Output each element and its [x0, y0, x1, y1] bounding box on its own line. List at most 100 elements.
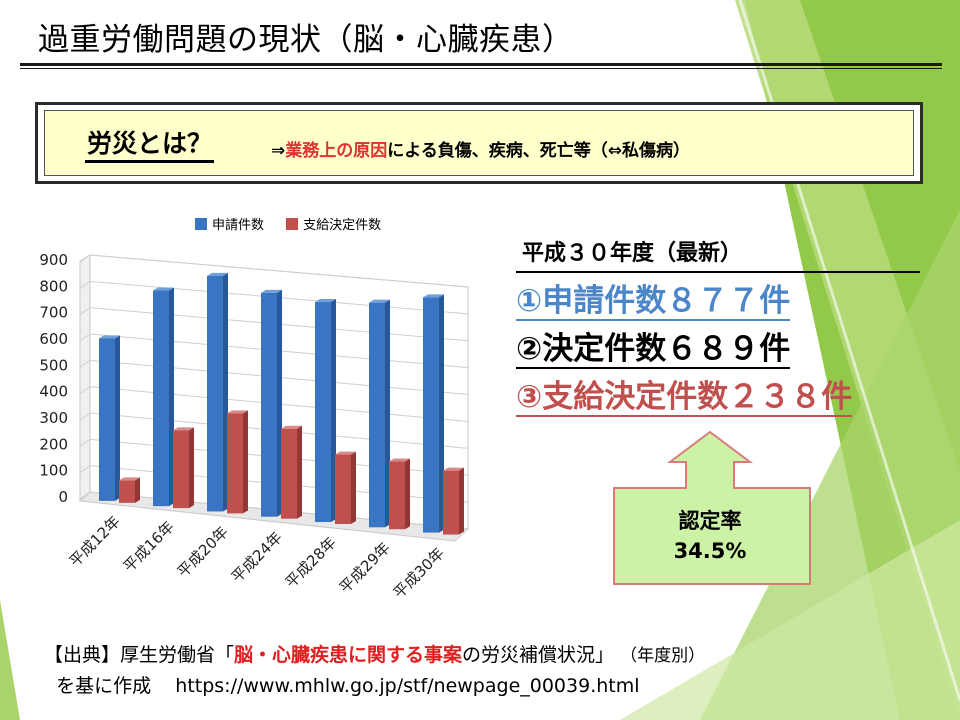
- bar-side: [169, 287, 174, 507]
- bar: [207, 275, 223, 512]
- bar-top: [207, 272, 228, 276]
- stats-panel: 平成３０年度（最新） ①申請件数８７７件 ②決定件数６８９件 ③支給決定件数２３…: [516, 235, 920, 417]
- source-highlight: 脳・心臓疾患に関する事案: [234, 644, 463, 666]
- bar-top: [443, 467, 464, 471]
- bar: [423, 297, 439, 533]
- bar-top: [227, 410, 248, 414]
- bar-top: [315, 299, 336, 303]
- bar: [119, 480, 135, 503]
- bar: [261, 292, 277, 517]
- legend-swatch-approved: [286, 218, 299, 230]
- chart-side-wall: [79, 254, 91, 503]
- title-divider: [20, 63, 942, 66]
- source-line-1: 【出典】厚生労働省「脳・心臓疾患に関する事案の労災補償状況」 （年度別）: [44, 640, 705, 671]
- x-tick-label: 平成29年: [336, 539, 394, 597]
- y-tick-label: 500: [39, 356, 68, 374]
- approval-rate: 認定率 34.5%: [612, 496, 808, 566]
- bar-side: [135, 477, 140, 503]
- bar-chart: 0100200300400500600700800900平成12年平成16年平成…: [39, 251, 470, 602]
- bar-side: [385, 299, 390, 528]
- bar: [281, 428, 297, 519]
- legend-label-approved: 支給決定件数: [303, 218, 382, 233]
- bar-side: [277, 289, 282, 517]
- gridline-side: [79, 412, 91, 421]
- bar-side: [331, 299, 336, 523]
- bar-side: [439, 294, 444, 533]
- legend-label-applications: 申請件数: [212, 218, 265, 233]
- definition-label: 労災とは？: [85, 129, 215, 163]
- bar-side: [351, 451, 356, 524]
- y-tick-label: 100: [39, 462, 68, 480]
- x-tick-label: 平成28年: [282, 533, 340, 591]
- y-tick-label: 200: [39, 435, 68, 453]
- x-tick-label: 平成30年: [390, 544, 448, 602]
- bar-top: [389, 458, 410, 462]
- definition-rest: による負傷、疾病、死亡等（⇔私傷病）: [387, 141, 690, 161]
- source-url[interactable]: https://www.mhlw.go.jp/stf/newpage_00039…: [175, 675, 640, 697]
- source-prefix: 【出典】厚生労働省「: [44, 644, 235, 666]
- source-line-2: を基に作成 https://www.mhlw.go.jp/stf/newpage…: [44, 671, 705, 701]
- legend-item-applications: 申請件数: [195, 218, 264, 233]
- approval-rate-value: 34.5%: [673, 539, 747, 563]
- bar: [227, 413, 243, 514]
- y-tick-label: 600: [39, 330, 68, 348]
- stat-approved-text: ③支給決定件数２３８件: [516, 379, 853, 417]
- gridline-side: [79, 438, 91, 447]
- definition-box-inner: 労災とは？ ⇒業務上の原因による負傷、疾病、死亡等（⇔私傷病）: [44, 110, 914, 176]
- y-tick-label: 400: [39, 383, 68, 401]
- bar-side: [459, 467, 464, 535]
- y-tick-label: 0: [58, 488, 68, 506]
- gridline: [89, 254, 469, 288]
- bar-side: [297, 425, 302, 519]
- bar-side: [223, 272, 228, 512]
- bar: [369, 302, 385, 528]
- bar-top: [99, 335, 120, 339]
- stat-applications-text: ①申請件数８７７件: [516, 283, 791, 321]
- y-tick-label: 700: [39, 304, 68, 322]
- title-divider-thin: [20, 68, 942, 69]
- source-note: （年度別）: [620, 646, 706, 666]
- gridline-side: [79, 386, 91, 395]
- page-title: 過重労働問題の現状（脳・心臓疾患）: [38, 22, 574, 58]
- stat-decisions-text: ②決定件数６８９件: [516, 331, 791, 369]
- bar-top: [281, 425, 302, 429]
- legend-swatch-applications: [195, 218, 207, 230]
- gridline-side: [79, 333, 91, 342]
- gridline-side: [79, 359, 91, 368]
- approval-rate-callout: [613, 430, 811, 585]
- x-tick-label: 平成16年: [120, 518, 178, 576]
- bar-top: [335, 451, 356, 455]
- bar-side: [405, 458, 410, 530]
- gridline-side: [79, 307, 91, 316]
- gridline-side: [79, 254, 91, 263]
- bar: [335, 454, 351, 524]
- y-tick-label: 300: [39, 409, 68, 427]
- gridline-side: [79, 280, 91, 289]
- source-citation: 【出典】厚生労働省「脳・心臓疾患に関する事案の労災補償状況」 （年度別） を基に…: [44, 640, 705, 701]
- bar-top: [369, 299, 390, 303]
- bar-top: [153, 287, 174, 291]
- x-tick-label: 平成20年: [174, 523, 232, 581]
- x-tick-label: 平成24年: [228, 528, 286, 586]
- stat-applications: ①申請件数８７７件: [516, 281, 920, 321]
- source-suffix: の労災補償状況」: [462, 644, 615, 666]
- source-line2-prefix: を基に作成: [56, 675, 152, 697]
- definition-highlight: 業務上の原因: [285, 141, 388, 161]
- bar-side: [189, 427, 194, 509]
- bar: [153, 290, 169, 507]
- stat-decisions: ②決定件数６８９件: [516, 329, 920, 369]
- gridline-side: [79, 465, 91, 474]
- y-tick-label: 800: [39, 277, 68, 295]
- bar: [443, 470, 459, 535]
- bar-top: [423, 294, 444, 298]
- stat-approved: ③支給決定件数２３８件: [516, 377, 920, 417]
- definition-text: ⇒業務上の原因による負傷、疾病、死亡等（⇔私傷病）: [271, 136, 690, 161]
- x-tick-label: 平成12年: [66, 512, 124, 570]
- definition-box: 労災とは？ ⇒業務上の原因による負傷、疾病、死亡等（⇔私傷病）: [35, 102, 923, 184]
- callout-arrow-shape: [613, 430, 811, 585]
- bar-top: [173, 427, 194, 431]
- legend-item-approved: 支給決定件数: [286, 218, 381, 233]
- bar-top: [119, 477, 140, 481]
- bar-top: [261, 289, 282, 293]
- stats-heading: 平成３０年度（最新）: [516, 235, 920, 273]
